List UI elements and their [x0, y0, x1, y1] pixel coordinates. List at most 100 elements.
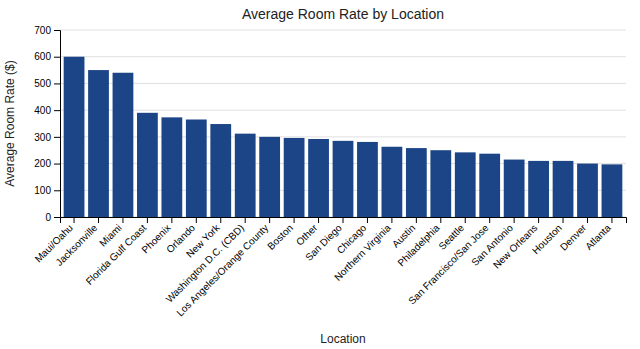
tick-label: San Diego: [303, 222, 344, 263]
grid-line: [60, 110, 626, 111]
x-axis-title: Location: [320, 332, 365, 346]
grid-line: [60, 30, 626, 31]
tick: New Orleans: [491, 217, 540, 271]
tick-mark: [538, 217, 539, 223]
bar: [504, 160, 525, 217]
tick-mark: [196, 217, 197, 223]
tick-label: 100: [34, 185, 51, 196]
y-axis-title: Average Room Rate ($): [3, 60, 17, 187]
grid: [60, 30, 626, 217]
tick: Boston: [265, 217, 295, 252]
tick-mark: [54, 137, 60, 138]
bar: [333, 141, 354, 217]
tick-mark: [318, 217, 319, 223]
tick-mark: [54, 164, 60, 165]
tick-mark: [391, 217, 392, 223]
bar: [284, 138, 305, 217]
tick-label: Atlanta: [583, 222, 613, 252]
tick-mark: [220, 217, 221, 223]
tick-label: 700: [34, 25, 51, 36]
tick-label: Houston: [530, 222, 564, 256]
bar: [382, 147, 403, 217]
tick-mark: [611, 217, 612, 223]
tick-mark: [147, 217, 148, 223]
tick-mark: [74, 217, 75, 223]
tick: Philadelphia: [395, 217, 442, 268]
tick: 600: [34, 51, 60, 62]
tick-mark: [122, 217, 123, 223]
tick: 700: [34, 25, 60, 36]
tick: 200: [34, 158, 60, 169]
tick: 400: [34, 105, 60, 116]
tick-label: Florida Gulf Coast: [84, 222, 149, 287]
tick: 300: [34, 132, 60, 143]
chart: 0 100 200 300 400 500 600 700 Maui/OahuJacksonvi…: [0, 0, 640, 349]
axis-domain: [54, 31, 61, 218]
tick-label: Jacksonville: [53, 222, 99, 268]
tick-mark: [54, 83, 60, 84]
bar: [602, 164, 623, 217]
plot: 0 100 200 300 400 500 600 700 Maui/OahuJacksonvi…: [33, 25, 627, 319]
tick: Atlanta: [583, 217, 613, 252]
bar: [577, 164, 598, 217]
bar: [161, 117, 182, 217]
tick-label: 200: [34, 158, 51, 169]
bar: [64, 57, 85, 217]
bar: [308, 139, 329, 217]
tick: Los Angeles/Orange County: [174, 217, 270, 318]
tick-label: 300: [34, 132, 51, 143]
tick-mark: [343, 217, 344, 223]
tick-mark: [269, 217, 270, 223]
tick: Jacksonville: [53, 217, 99, 268]
bar: [455, 152, 476, 217]
bar: [406, 148, 427, 217]
tick-mark: [171, 217, 172, 223]
tick-mark: [563, 217, 564, 223]
grid-line: [60, 83, 626, 84]
x-axis: Maui/OahuJacksonvilleMiamiFlorida Gulf C…: [33, 217, 627, 318]
title: Average Room Rate by Location: [242, 6, 444, 22]
y-axis: 0 100 200 300 400 500 600 700: [34, 25, 60, 223]
bar: [186, 119, 207, 217]
axis-domain: [61, 218, 627, 224]
tick: Northern Virginia: [332, 217, 393, 283]
tick-mark: [294, 217, 295, 223]
bar: [430, 150, 451, 217]
tick: 0: [45, 212, 60, 223]
tick-label: 600: [34, 51, 51, 62]
bar: [553, 161, 574, 217]
tick: Florida Gulf Coast: [84, 217, 149, 287]
tick-mark: [367, 217, 368, 223]
bar: [88, 70, 109, 217]
tick-mark: [587, 217, 588, 223]
tick-mark: [416, 217, 417, 223]
tick: San Diego: [303, 217, 344, 263]
tick-mark: [54, 217, 60, 218]
tick-label: 400: [34, 105, 51, 116]
bar: [479, 154, 500, 217]
bars: [64, 57, 623, 217]
tick-label: 0: [45, 212, 51, 223]
tick: 500: [34, 78, 60, 89]
tick: 100: [34, 185, 60, 196]
tick-mark: [245, 217, 246, 223]
tick-label: Philadelphia: [395, 222, 442, 269]
tick-mark: [54, 57, 60, 58]
tick-mark: [54, 30, 60, 31]
tick-mark: [465, 217, 466, 223]
tick-label: 500: [34, 78, 51, 89]
tick: Houston: [530, 217, 564, 256]
grid-line: [60, 56, 626, 57]
bar: [210, 124, 231, 217]
tick-mark: [98, 217, 99, 223]
tick-mark: [489, 217, 490, 223]
bar: [528, 161, 549, 217]
tick-mark: [54, 190, 60, 191]
tick-label: Boston: [265, 222, 295, 252]
bar: [357, 142, 378, 217]
tick: Denver: [558, 217, 589, 253]
tick-mark: [514, 217, 515, 223]
tick-label: Denver: [558, 222, 589, 253]
bar: [137, 113, 158, 217]
tick-mark: [440, 217, 441, 223]
